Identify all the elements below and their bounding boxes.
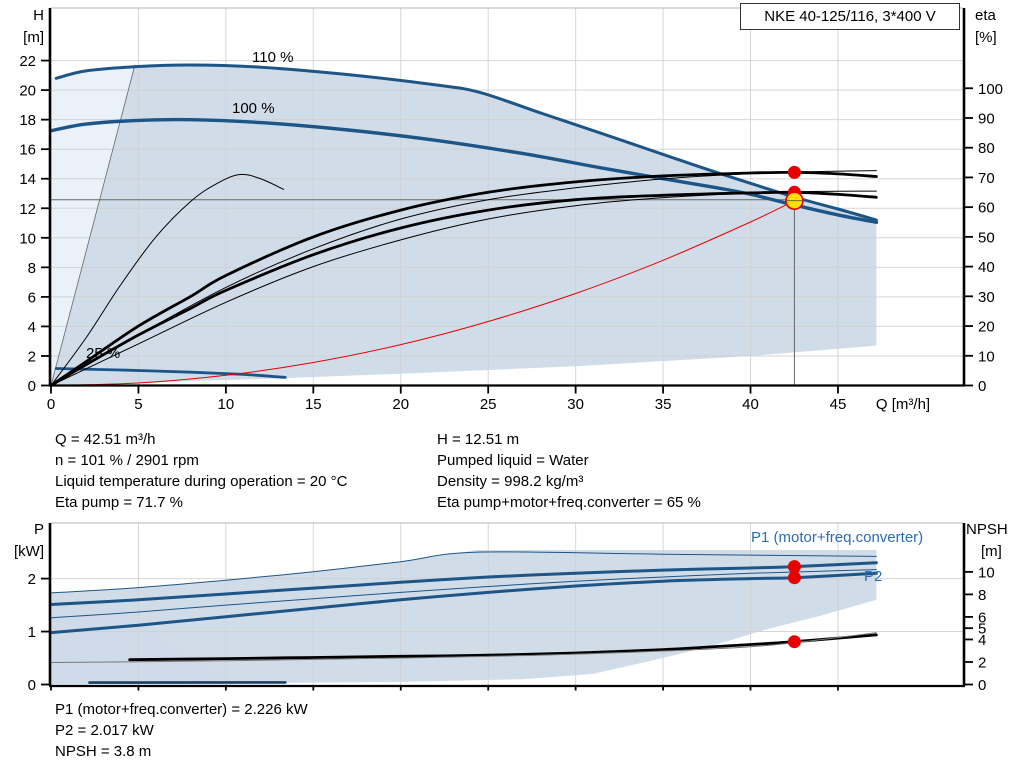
tick-label: 45 [830, 396, 847, 413]
curve-eta-min-speed [50, 173, 285, 386]
tick-label: 18 [19, 112, 36, 129]
marker-eta-pump-dot [787, 165, 801, 179]
curve-eta-pump-max [50, 170, 877, 386]
p1-curve-label: P1 (motor+freq.converter) [751, 529, 924, 546]
curve-p2-max [50, 569, 877, 619]
tick-label: 14 [19, 171, 36, 188]
tick-label: 6 [978, 609, 986, 626]
speed-110-label: 110 % [252, 49, 294, 66]
duty-guide-lines [51, 199, 795, 386]
info-p2: P2 = 2.017 kW [55, 722, 154, 739]
tick-label: 90 [978, 110, 995, 127]
tick-label: 60 [978, 200, 995, 217]
tick-label: 10 [19, 230, 36, 247]
band-operating-envelope [51, 65, 877, 386]
curve-p2-curve [49, 571, 878, 635]
pump-title-box: NKE 40-125/116, 3*400 V [740, 3, 960, 30]
axes-hq [41, 8, 973, 394]
tick-label: 20 [19, 83, 36, 100]
tick-label: 35 [655, 396, 672, 413]
tick-label: 50 [978, 229, 995, 246]
curve-system-curve [50, 200, 795, 386]
tick-label: 2 [28, 348, 36, 365]
tick-label: 100 [978, 81, 1003, 98]
npsh-axis-unit: [m] [981, 543, 1002, 560]
tick-label: 15 [305, 396, 322, 413]
info-eta-total: Eta pump+motor+freq.converter = 65 % [437, 494, 701, 511]
p-axis-unit: [kW] [14, 543, 44, 560]
curve-p1-max [50, 551, 877, 594]
tick-label: 8 [978, 587, 986, 604]
curve-npsh-curve [128, 633, 878, 662]
tick-label: 0 [28, 677, 36, 694]
chart-pw: 0 1 2 0 2 456 8 10 [28, 522, 995, 694]
info-liquid-temp: Liquid temperature during operation = 20… [55, 473, 348, 490]
tick-label: 25 [480, 396, 497, 413]
tick-label: 6 [28, 289, 36, 306]
curve-npsh-max [50, 632, 877, 663]
tick-label: 20 [978, 319, 995, 336]
tick-label: 10 [218, 396, 235, 413]
x-axis-unit-label: Q [m³/h] [876, 396, 930, 413]
tick-label: 30 [567, 396, 584, 413]
tick-label: 40 [978, 259, 995, 276]
info-eta-pump: Eta pump = 71.7 % [55, 494, 183, 511]
p2-curve-label: P2 [864, 568, 883, 585]
curve-qmin-line [50, 64, 136, 386]
tick-label: 30 [978, 289, 995, 306]
marker-npsh-dot [787, 635, 801, 649]
marker-p1-dot [787, 560, 801, 574]
eta-axis-unit: [%] [975, 29, 997, 46]
tick-label: 5 [978, 621, 986, 638]
tick-label: 4 [978, 632, 986, 649]
tick-label: 0 [978, 677, 986, 694]
tick-label: 1 [28, 624, 36, 641]
marker-p2-dot [787, 571, 801, 585]
tick-label: 12 [19, 201, 36, 218]
tick-label: 2 [978, 654, 986, 671]
gridlines-hq [51, 8, 963, 386]
info-density: Density = 998.2 kg/m³ [437, 473, 584, 490]
info-h: H = 12.51 m [437, 431, 520, 448]
tick-label: 10 [978, 564, 995, 581]
info-pumped-liquid: Pumped liquid = Water [437, 452, 589, 469]
curve-speed-100 [49, 117, 879, 224]
curve-p1-curve [49, 561, 878, 606]
info-p1: P1 (motor+freq.converter) = 2.226 kW [55, 701, 308, 718]
tick-label: 40 [742, 396, 759, 413]
h-axis-title: H [33, 7, 44, 24]
tick-label: 0 [28, 378, 36, 395]
eta-axis-title: eta [975, 7, 996, 24]
npsh-axis-title: NPSH [966, 521, 1008, 538]
tick-label: 20 [392, 396, 409, 413]
tick-label: 2 [28, 571, 36, 588]
curve-speed-110 [54, 63, 878, 222]
band-power-envelope [51, 550, 877, 685]
pump-title: NKE 40-125/116, 3*400 V [764, 8, 936, 25]
info-speed: n = 101 % / 2901 rpm [55, 452, 199, 469]
info-q: Q = 42.51 m³/h [55, 431, 156, 448]
info-npsh: NPSH = 3.8 m [55, 743, 152, 760]
tick-label: 10 [978, 348, 995, 365]
curve-eta-total-max [50, 190, 877, 386]
tick-label: 22 [19, 53, 36, 70]
tick-label: 80 [978, 140, 995, 157]
tick-label: 8 [28, 260, 36, 277]
speed-100-label: 100 % [232, 100, 275, 117]
speed-25-label: 25 % [86, 345, 121, 362]
tick-label: 0 [47, 396, 55, 413]
tick-label: 4 [28, 319, 36, 336]
tick-label: 5 [134, 396, 142, 413]
tick-label: 70 [978, 170, 995, 187]
curve-speed-25 [54, 367, 287, 379]
p-axis-title: P [33, 521, 44, 538]
axes-pw [41, 523, 973, 691]
tick-label: 0 [978, 378, 986, 395]
tick-label: 16 [19, 142, 36, 159]
h-axis-unit: [m] [23, 29, 44, 46]
chart-hq: 0246810121416182022010203040506070809010… [19, 7, 1003, 413]
